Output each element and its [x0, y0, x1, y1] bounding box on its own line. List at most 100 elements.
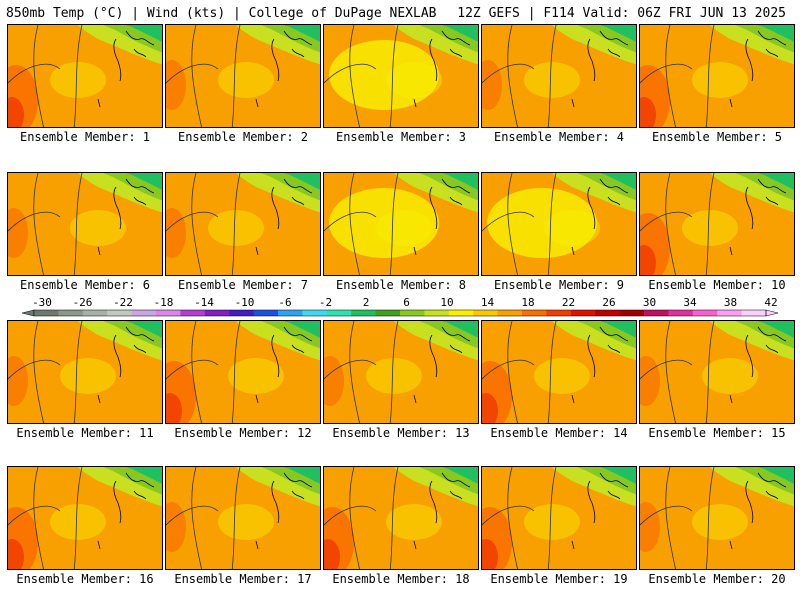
ensemble-member-label: Ensemble Member: 19 [490, 572, 628, 586]
colorbar-swatch [253, 310, 279, 316]
colorbar-swatch [278, 310, 303, 316]
temperature-field [8, 321, 162, 423]
ensemble-member-map [481, 172, 637, 276]
temperature-field [8, 173, 162, 275]
colorbar-swatch [34, 310, 59, 316]
ensemble-member-map [165, 172, 321, 276]
colorbar-swatch [717, 310, 743, 316]
ensemble-member-map [481, 466, 637, 570]
ensemble-member-map [639, 320, 795, 424]
colorbar-swatch [302, 310, 328, 316]
colorbar-swatch [351, 310, 377, 316]
ensemble-member-label: Ensemble Member: 11 [16, 426, 154, 440]
colorbar-swatch [326, 310, 352, 316]
temperature-field [166, 25, 320, 127]
temperature-field [324, 25, 478, 127]
colorbar-swatch [570, 310, 596, 316]
colorbar-tick-label: -26 [72, 296, 93, 309]
colorbar-swatch [156, 310, 181, 316]
temperature-field [166, 173, 320, 275]
temperature-field [166, 321, 320, 423]
ensemble-member-map [481, 24, 637, 128]
colorbar-tick-label: -14 [194, 296, 214, 309]
temperature-field [640, 467, 794, 569]
colorbar-tick-label: 26 [602, 296, 616, 309]
colorbar-tick-label: 18 [521, 296, 535, 309]
colorbar-swatch [82, 310, 108, 316]
colorbar-tick-label: -10 [234, 296, 255, 309]
colorbar-tick-label: -6 [278, 296, 292, 309]
ensemble-member-label: Ensemble Member: 9 [493, 278, 625, 292]
ensemble-member-label: Ensemble Member: 13 [332, 426, 470, 440]
colorbar-tick-label: -22 [113, 296, 133, 309]
colorbar-tick-label: -18 [153, 296, 174, 309]
colorbar-swatch [448, 310, 474, 316]
colorbar-tick-label: 14 [480, 296, 495, 309]
ensemble-member-map [323, 172, 479, 276]
colorbar-swatch [546, 310, 572, 316]
temperature-field [640, 25, 794, 127]
colorbar-swatch [668, 310, 694, 316]
colorbar-swatch [741, 310, 767, 316]
colorbar-tick-label: -2 [318, 296, 333, 309]
colorbar-swatch [229, 310, 255, 316]
colorbar-tick-label: 22 [561, 296, 576, 309]
colorbar-tick-label: 10 [440, 296, 454, 309]
ensemble-member-label: Ensemble Member: 6 [19, 278, 151, 292]
ensemble-member-map [165, 24, 321, 128]
map-title: 850mb Temp (°C) | Wind (kts) | College o… [6, 6, 437, 21]
ensemble-member-label: Ensemble Member: 5 [651, 130, 783, 144]
colorbar-swatch [619, 310, 645, 316]
temperature-field [324, 321, 478, 423]
ensemble-member-map [639, 466, 795, 570]
model-run-info: 12Z GEFS | F114 Valid: 06Z FRI JUN 13 20… [457, 6, 786, 21]
temperature-field [640, 173, 794, 275]
temperature-field [482, 25, 636, 127]
ensemble-member-label: Ensemble Member: 15 [648, 426, 786, 440]
ensemble-member-label: Ensemble Member: 20 [648, 572, 786, 586]
colorbar-swatch [131, 310, 157, 316]
temperature-field [324, 173, 478, 275]
ensemble-member-label: Ensemble Member: 8 [335, 278, 467, 292]
colorbar-tick-label: 30 [642, 296, 657, 309]
ensemble-member-label: Ensemble Member: 7 [177, 278, 309, 292]
temperature-field [482, 321, 636, 423]
ensemble-member-label: Ensemble Member: 1 [19, 130, 151, 144]
ensemble-member-label: Ensemble Member: 16 [16, 572, 154, 586]
ensemble-member-map [7, 24, 163, 128]
colorbar-tick-label: 2 [362, 296, 370, 309]
ensemble-member-map [323, 24, 479, 128]
colorbar-swatch [522, 310, 547, 316]
ensemble-member-map [323, 320, 479, 424]
ensemble-member-label: Ensemble Member: 3 [335, 130, 467, 144]
colorbar-tick-label: -30 [32, 296, 52, 309]
temperature-field [166, 467, 320, 569]
colorbar-swatch [107, 310, 133, 316]
colorbar-tick-label: 42 [764, 296, 778, 309]
ensemble-member-map [481, 320, 637, 424]
colorbar-swatch [204, 310, 230, 316]
colorbar-swatch [497, 310, 523, 316]
ensemble-member-map [7, 466, 163, 570]
colorbar-swatch [424, 310, 450, 316]
ensemble-member-map [165, 466, 321, 570]
ensemble-member-label: Ensemble Member: 2 [177, 130, 309, 144]
temperature-field [482, 173, 636, 275]
ensemble-member-label: Ensemble Member: 17 [174, 572, 312, 586]
ensemble-member-map [7, 172, 163, 276]
ensemble-member-map [639, 172, 795, 276]
ensemble-member-label: Ensemble Member: 12 [174, 426, 312, 440]
colorbar-graphic [21, 309, 779, 317]
colorbar-swatch [692, 310, 718, 316]
colorbar-tick-label: 34 [683, 296, 697, 309]
colorbar-swatch [400, 310, 425, 316]
ensemble-member-label: Ensemble Member: 4 [493, 130, 625, 144]
ensemble-member-label: Ensemble Member: 14 [490, 426, 628, 440]
colorbar-swatch [180, 310, 206, 316]
colorbar-tick-label: 6 [403, 296, 410, 309]
temperature-field [8, 467, 162, 569]
ensemble-member-label: Ensemble Member: 10 [648, 278, 786, 292]
ensemble-member-map [165, 320, 321, 424]
temperature-field [640, 321, 794, 423]
temperature-colorbar: -30 -26 -22 -18 -14 -10 -6 -2 2 6 10 14 18 22 26 30 34 38… [0, 296, 800, 320]
